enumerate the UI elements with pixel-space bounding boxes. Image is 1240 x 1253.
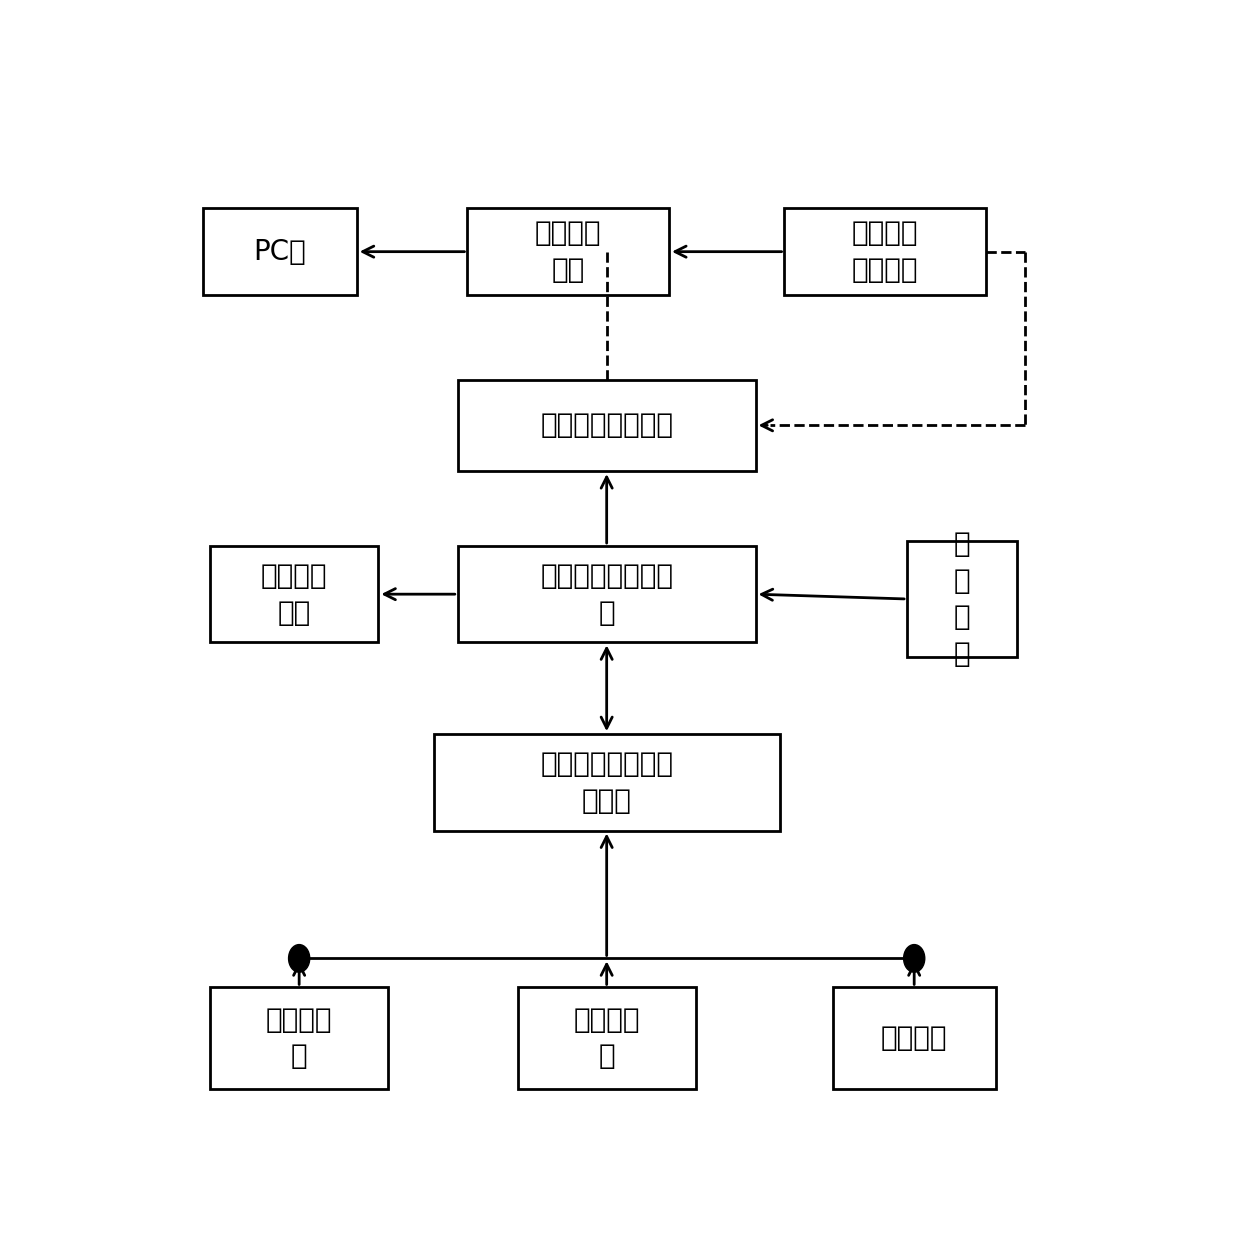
Text: 压力传感
器: 压力传感 器 [573, 1006, 640, 1070]
Bar [203, 208, 357, 294]
Text: 井
下
电
源: 井 下 电 源 [954, 530, 971, 668]
Bar [832, 987, 996, 1089]
Ellipse shape [289, 945, 310, 972]
Text: 井下信号发送装置: 井下信号发送装置 [541, 411, 673, 440]
Text: 控制和数据处理单
元: 控制和数据处理单 元 [541, 561, 673, 626]
Bar [458, 546, 755, 643]
Text: 井上信号
接收单元: 井上信号 接收单元 [852, 219, 919, 284]
Text: 信号调理和数据采
集单元: 信号调理和数据采 集单元 [541, 749, 673, 814]
Text: 温度传感
器: 温度传感 器 [265, 1006, 332, 1070]
Bar [458, 380, 755, 471]
Text: 信号解码
单元: 信号解码 单元 [534, 219, 601, 284]
Bar [467, 208, 670, 294]
Bar [906, 541, 1018, 657]
Bar [434, 734, 780, 831]
Bar [211, 987, 388, 1089]
Bar [211, 546, 378, 643]
Bar [518, 987, 696, 1089]
Text: 霍尔元件: 霍尔元件 [880, 1024, 947, 1053]
Ellipse shape [904, 945, 925, 972]
Text: 数据存储
单元: 数据存储 单元 [262, 561, 327, 626]
Text: PC机: PC机 [253, 238, 306, 266]
Bar [785, 208, 986, 294]
